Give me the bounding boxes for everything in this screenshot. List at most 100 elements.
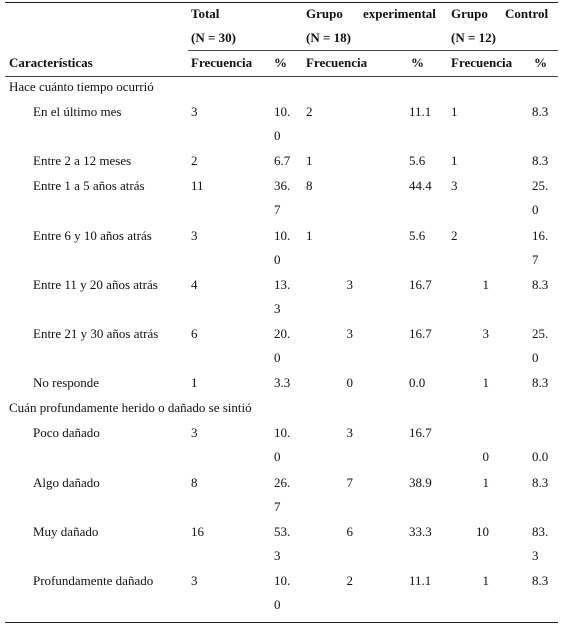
experimental-frequency: 0 — [346, 375, 354, 390]
experimental-percent: 38.9 — [409, 475, 432, 490]
top-rule — [5, 2, 558, 3]
group-control-name-right: Control — [505, 6, 549, 21]
experimental-percent: 16.7 — [409, 326, 432, 341]
experimental-percent: 16.7 — [409, 277, 432, 292]
group-rule — [188, 50, 558, 51]
total-frequency: 3 — [191, 573, 198, 588]
experimental-frequency: 1 — [306, 228, 313, 243]
control-percent: 8.3 — [532, 475, 549, 490]
total-frequency: 16 — [191, 524, 204, 539]
row-label: Entre 2 a 12 meses — [33, 153, 132, 168]
control-percent: 8.3 — [532, 375, 549, 390]
total-percent: 0 — [274, 597, 281, 612]
total-percent: 3 — [274, 548, 281, 563]
control-frequency: 1 — [482, 475, 490, 490]
control-percent: 3 — [532, 548, 539, 563]
total-frequency: 8 — [191, 475, 198, 490]
experimental-percent: 0.0 — [409, 375, 426, 390]
experimental-percent: 44.4 — [409, 178, 432, 193]
row-label: Profundamente dañado — [33, 573, 154, 588]
experimental-frequency: 7 — [346, 475, 354, 490]
control-percent: 8.3 — [532, 573, 549, 588]
total-frequency: 11 — [191, 178, 204, 193]
group-experimental-n: (N = 18) — [306, 30, 351, 45]
total-frequency: 4 — [191, 277, 198, 292]
control-frequency: 1 — [482, 277, 490, 292]
control-frequency: 10 — [476, 524, 489, 539]
ctl-pct-header: % — [534, 55, 547, 70]
group-total-n: (N = 30) — [191, 30, 236, 45]
experimental-frequency: 3 — [346, 326, 354, 341]
control-percent: 0 — [532, 350, 539, 365]
total-percent: 0 — [274, 252, 281, 267]
total-percent: 36. — [274, 178, 291, 193]
control-percent: 16. — [532, 228, 549, 243]
total-frequency: 3 — [191, 228, 198, 243]
row-label: Algo dañado — [33, 475, 100, 490]
experimental-frequency: 3 — [346, 425, 354, 440]
experimental-frequency: 2 — [346, 573, 354, 588]
control-percent: 7 — [532, 252, 539, 267]
group-experimental-name-left: Grupo — [306, 6, 343, 21]
total-percent: 10. — [274, 228, 291, 243]
control-frequency: 3 — [451, 178, 458, 193]
row-label: Entre 11 y 20 años atrás — [33, 277, 158, 292]
control-percent: 8.3 — [532, 104, 549, 119]
total-percent: 10. — [274, 573, 291, 588]
experimental-percent: 5.6 — [409, 153, 426, 168]
total-percent: 20. — [274, 326, 291, 341]
total-percent: 26. — [274, 475, 291, 490]
bottom-rule — [5, 622, 558, 623]
exp-freq-header: Frecuencia — [306, 55, 368, 70]
row-label: Entre 1 a 5 años atrás — [33, 178, 145, 193]
total-percent: 0 — [274, 128, 281, 143]
total-pct-header: % — [274, 55, 287, 70]
section-title: Hace cuánto tiempo ocurrió — [9, 79, 154, 94]
total-percent: 13. — [274, 277, 291, 292]
section-title: Cuán profundamente herido o dañado se si… — [9, 400, 252, 415]
experimental-percent: 11.1 — [409, 573, 432, 588]
group-control-n: (N = 12) — [451, 30, 496, 45]
total-percent: 7 — [274, 202, 281, 217]
row-label: Poco dañado — [33, 425, 100, 440]
characteristics-header: Características — [9, 55, 93, 70]
experimental-frequency: 2 — [306, 104, 313, 119]
experimental-percent: 16.7 — [409, 425, 432, 440]
experimental-frequency: 3 — [346, 277, 354, 292]
experimental-percent: 33.3 — [409, 524, 432, 539]
group-experimental-name-right: experimental — [363, 6, 436, 21]
total-percent: 3 — [274, 301, 281, 316]
total-percent: 3.3 — [274, 375, 291, 390]
experimental-frequency: 6 — [346, 524, 354, 539]
total-percent: 6.7 — [274, 153, 291, 168]
experimental-percent: 5.6 — [409, 228, 426, 243]
group-total-name: Total — [191, 6, 220, 21]
control-percent: 0.0 — [532, 449, 549, 464]
row-label: Entre 21 y 30 años atrás — [33, 326, 159, 341]
control-frequency: 1 — [482, 375, 490, 390]
control-percent: 0 — [532, 202, 539, 217]
experimental-frequency: 8 — [306, 178, 313, 193]
total-frequency: 2 — [191, 153, 198, 168]
experimental-frequency: 1 — [306, 153, 313, 168]
total-frequency: 1 — [191, 375, 198, 390]
row-label: Muy dañado — [33, 524, 99, 539]
header-rule — [5, 76, 558, 77]
row-label: No responde — [33, 375, 100, 390]
control-percent: 8.3 — [532, 153, 549, 168]
ctl-freq-header: Frecuencia — [451, 55, 513, 70]
row-label: Entre 6 y 10 años atrás — [33, 228, 152, 243]
control-frequency: 1 — [482, 573, 490, 588]
control-percent: 8.3 — [532, 277, 549, 292]
total-percent: 0 — [274, 350, 281, 365]
control-frequency: 2 — [451, 228, 458, 243]
row-label: En el último mes — [33, 104, 122, 119]
exp-pct-header: % — [411, 55, 424, 70]
total-percent: 10. — [274, 425, 291, 440]
control-frequency: 1 — [451, 153, 458, 168]
total-freq-header: Frecuencia — [191, 55, 253, 70]
control-frequency: 3 — [482, 326, 490, 341]
control-frequency: 1 — [451, 104, 458, 119]
control-percent: 25. — [532, 178, 549, 193]
total-frequency: 3 — [191, 425, 198, 440]
